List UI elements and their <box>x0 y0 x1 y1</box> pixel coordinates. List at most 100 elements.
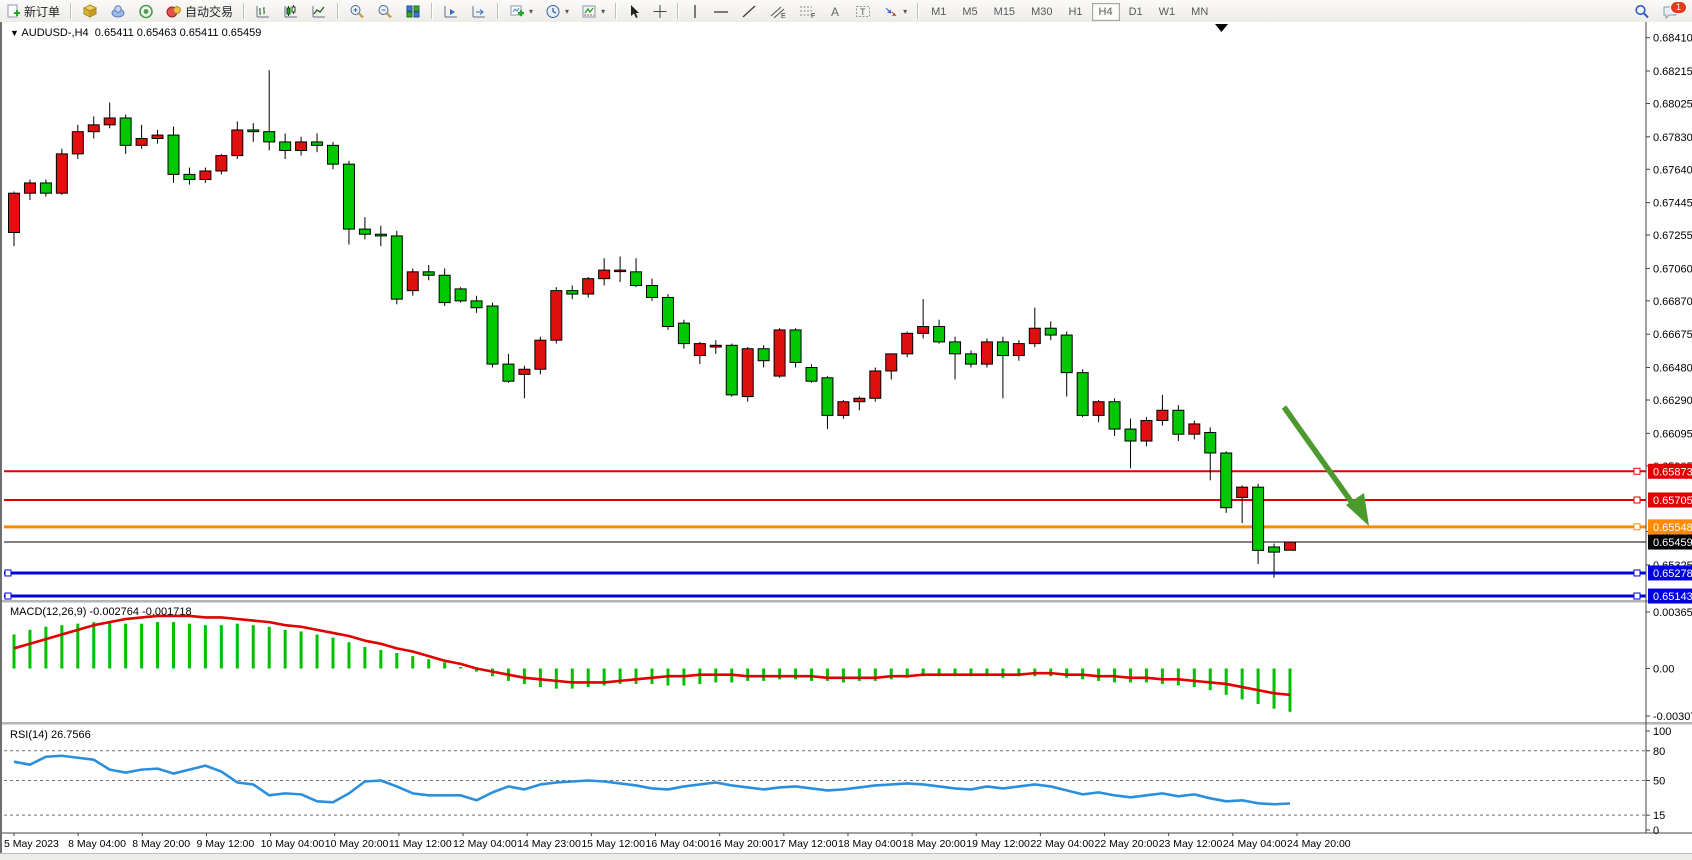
macd-axis-label: 0.00 <box>1653 664 1674 676</box>
time-tick-label: 23 May 12:00 <box>1159 838 1223 850</box>
new-order-icon <box>7 4 20 17</box>
new-chart-icon <box>510 5 525 16</box>
autotrading-button[interactable]: 自动交易 <box>161 0 238 22</box>
candle-body <box>374 233 387 237</box>
time-tick-label: 5 May 2023 <box>4 838 59 850</box>
toolbar-separator <box>337 3 340 19</box>
crosshair-icon <box>653 4 667 18</box>
new-order-label: 新订单 <box>24 4 61 19</box>
text-tool-button[interactable]: A <box>824 0 848 22</box>
candle-body <box>327 144 339 165</box>
hline-handle[interactable] <box>1633 467 1641 475</box>
macd-signal-line <box>13 614 1291 697</box>
candle-body <box>358 228 371 235</box>
zoom-out-icon <box>378 4 392 18</box>
candle-body <box>980 341 993 365</box>
templates-button[interactable]: ▾ <box>576 0 610 22</box>
hline-handle[interactable] <box>4 592 12 600</box>
auto-scroll-button[interactable] <box>438 0 464 22</box>
time-tick-label: 10 May 20:00 <box>325 838 389 850</box>
timeframe-W1[interactable]: W1 <box>1158 6 1176 18</box>
candle-body <box>1188 423 1201 435</box>
window-bottom-edge <box>0 853 1692 860</box>
arrows-tool-button[interactable]: ▾ <box>878 0 912 22</box>
chart-shift-marker[interactable] <box>1215 24 1228 32</box>
toolbar-separator <box>917 3 920 19</box>
price-tick-label: 0.66870 <box>1653 296 1692 308</box>
zoom-in-icon <box>350 4 364 18</box>
candlestick-chart-button[interactable] <box>278 0 304 22</box>
price-chart[interactable]: 0.68410 0.68215 0.68025 0.67830 0.67640 0.674… <box>2 22 1692 853</box>
hline-price-label-box <box>1648 492 1692 508</box>
zoom-out-button[interactable] <box>372 0 398 22</box>
text-label-icon: T <box>856 5 871 17</box>
hline-handle[interactable] <box>1633 496 1641 504</box>
candle-body <box>582 278 595 295</box>
templates-icon <box>582 5 596 17</box>
channel-tool-button[interactable]: E <box>764 0 792 22</box>
price-tick-label: 0.68025 <box>1653 98 1692 110</box>
new-order-button[interactable]: 新订单 <box>1 0 65 22</box>
hline-price-label-box <box>1648 519 1692 535</box>
price-tick-label: 0.68410 <box>1653 33 1692 45</box>
candle-body <box>1012 343 1025 357</box>
signals-button[interactable] <box>133 0 159 22</box>
line-chart-button[interactable] <box>306 0 332 22</box>
candle-body <box>550 290 563 341</box>
tile-windows-button[interactable] <box>400 0 426 22</box>
timeframe-MN[interactable]: MN <box>1191 6 1209 18</box>
time-tick-label: 17 May 12:00 <box>774 838 838 850</box>
new-chart-button[interactable]: ▾ <box>504 0 538 22</box>
annotation-arrow-shaft[interactable] <box>1281 405 1363 516</box>
price-tick-label: 0.66480 <box>1653 363 1692 375</box>
candle-body <box>119 117 132 146</box>
candle-body <box>1204 431 1217 454</box>
hline-handle[interactable] <box>1633 523 1641 531</box>
timeframe-D1[interactable]: D1 <box>1128 6 1143 18</box>
hline-handle[interactable] <box>1633 592 1641 600</box>
annotation-arrow-head[interactable] <box>1346 493 1369 526</box>
notifications-button[interactable]: 1 <box>1657 0 1687 22</box>
market-watch-button[interactable] <box>77 0 103 22</box>
cursor-tool-button[interactable] <box>622 0 646 22</box>
bar-chart-button[interactable] <box>250 0 276 22</box>
chart-window[interactable]: 0.68410 0.68215 0.68025 0.67830 0.67640 0.674… <box>0 22 1692 853</box>
candle-body <box>965 353 977 365</box>
auto-scroll-icon <box>444 5 458 17</box>
periods-button[interactable]: ▾ <box>540 0 574 22</box>
candle-body <box>1076 372 1089 416</box>
timeframe-H1[interactable]: H1 <box>1068 6 1083 18</box>
crosshair-tool-button[interactable] <box>648 0 672 22</box>
candle-body <box>598 269 611 280</box>
fibonacci-tool-button[interactable]: F <box>794 0 822 22</box>
candle-body <box>295 141 308 151</box>
candle-body <box>518 368 531 375</box>
macd-axis-label: -0.00307 <box>1653 711 1692 723</box>
horizontal-line-tool-button[interactable] <box>708 0 734 22</box>
zoom-in-button[interactable] <box>344 0 370 22</box>
hline-handle[interactable] <box>4 569 12 577</box>
candle-body <box>741 348 754 398</box>
timeframe-M30[interactable]: M30 <box>1031 6 1053 18</box>
time-tick-label: 12 May 04:00 <box>453 838 517 850</box>
navigator-button[interactable] <box>105 0 131 22</box>
label-tool-button[interactable]: T <box>850 0 876 22</box>
hline-handle[interactable] <box>1633 569 1641 577</box>
candle-body <box>1092 401 1105 416</box>
chart-shift-button[interactable] <box>466 0 492 22</box>
collapse-arrow-icon[interactable]: ▼ <box>10 28 22 38</box>
timeframe-M1[interactable]: M1 <box>931 6 947 18</box>
vertical-line-icon <box>694 4 696 18</box>
candle-body <box>55 153 68 194</box>
timeframe-M5[interactable]: M5 <box>962 6 978 18</box>
trendline-tool-button[interactable] <box>736 0 762 22</box>
price-tick-label: 0.66095 <box>1653 428 1692 440</box>
time-tick-label: 24 May 04:00 <box>1223 838 1287 850</box>
candle-body <box>1044 327 1057 336</box>
candle-body <box>661 296 674 328</box>
vertical-line-tool-button[interactable] <box>684 0 706 22</box>
rsi-axis-label: 50 <box>1653 776 1665 788</box>
search-button[interactable] <box>1629 0 1655 22</box>
timeframe-M15[interactable]: M15 <box>993 6 1016 18</box>
timeframe-H4[interactable]: H4 <box>1091 3 1120 21</box>
